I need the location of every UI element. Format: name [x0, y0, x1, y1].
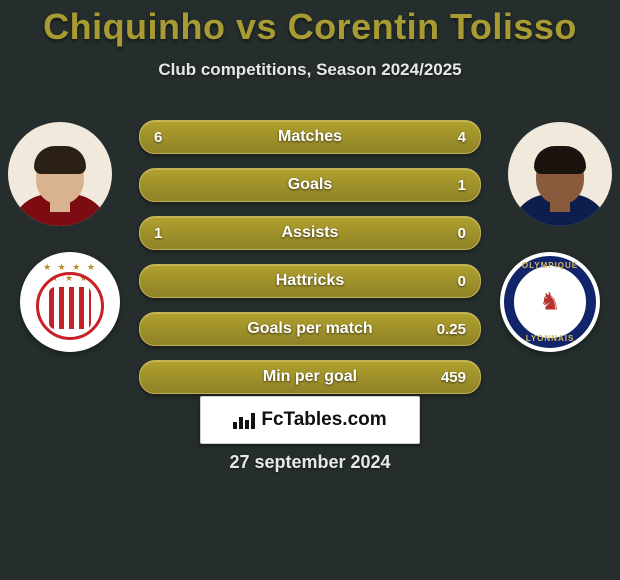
page-title: Chiquinho vs Corentin Tolisso	[0, 0, 620, 48]
club1-stripes-icon	[49, 287, 91, 329]
source-badge: FcTables.com	[200, 396, 420, 444]
stat-right-value: 0	[458, 265, 466, 297]
snapshot-date: 27 september 2024	[0, 452, 620, 473]
club1-crest: ★ ★ ★ ★ ★ ★ ★	[20, 252, 120, 352]
stat-row: Goals per match 0.25	[139, 312, 481, 346]
player1-hair	[34, 146, 86, 174]
club2-lion-icon: ♞	[539, 288, 561, 317]
source-brand: FcTables.com	[261, 409, 386, 431]
stat-label: Matches	[278, 128, 342, 146]
stat-row: 6 Matches 4	[139, 120, 481, 154]
stat-right-value: 1	[458, 169, 466, 201]
player2-avatar	[508, 122, 612, 226]
stat-label: Goals per match	[247, 320, 372, 338]
stat-right-value: 4	[458, 121, 466, 153]
stat-label: Hattricks	[276, 272, 344, 290]
stat-row: Hattricks 0	[139, 264, 481, 298]
stat-row: 1 Assists 0	[139, 216, 481, 250]
stat-row: Goals 1	[139, 168, 481, 202]
stat-left-value: 1	[154, 217, 162, 249]
page-subtitle: Club competitions, Season 2024/2025	[0, 60, 620, 80]
club2-text-bottom: LYONNAIS	[500, 334, 600, 343]
stat-label: Assists	[282, 224, 339, 242]
stat-right-value: 459	[441, 361, 466, 393]
player1-avatar	[8, 122, 112, 226]
chart-icon	[233, 411, 255, 429]
player2-hair	[534, 146, 586, 174]
stat-label: Goals	[288, 176, 332, 194]
club2-crest: ♞ OLYMPIQUE LYONNAIS	[500, 252, 600, 352]
stat-label: Min per goal	[263, 368, 357, 386]
stat-right-value: 0.25	[437, 313, 466, 345]
stat-left-value: 6	[154, 121, 162, 153]
stat-row: Min per goal 459	[139, 360, 481, 394]
stat-right-value: 0	[458, 217, 466, 249]
club2-text-top: OLYMPIQUE	[500, 261, 600, 270]
